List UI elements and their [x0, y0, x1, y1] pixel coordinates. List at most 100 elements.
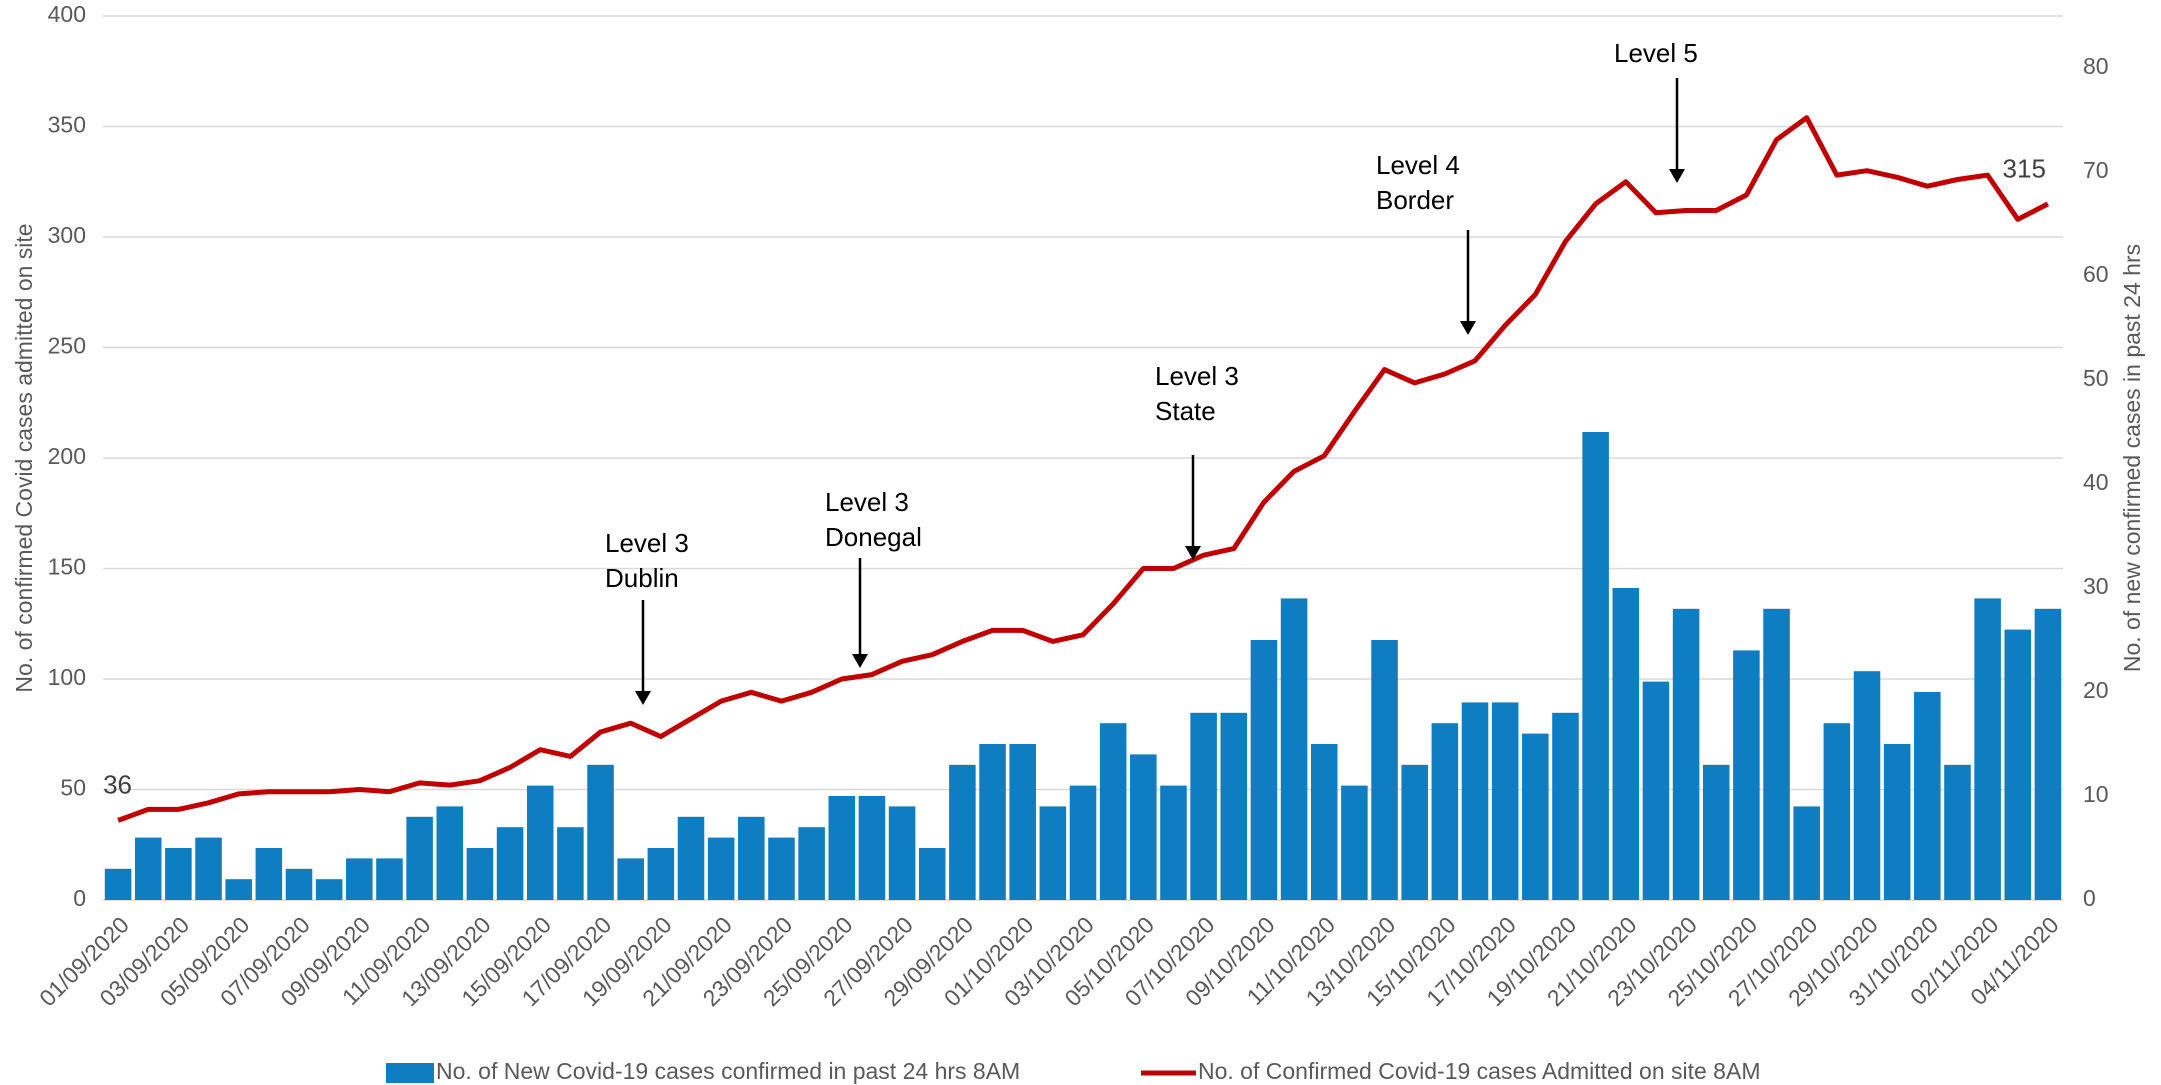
y-tick-label: 200	[48, 443, 86, 469]
bar	[466, 848, 494, 900]
bar	[1160, 785, 1187, 900]
bar	[1823, 723, 1851, 900]
annotation-arrowhead	[635, 691, 651, 705]
bar	[1612, 588, 1640, 900]
bar	[195, 837, 222, 900]
bar	[1793, 806, 1820, 900]
y2-tick-label: 70	[2083, 157, 2109, 183]
bar	[1552, 712, 1579, 900]
bar	[828, 796, 856, 900]
bar	[768, 837, 795, 900]
data-label: 36	[103, 769, 132, 799]
annotation: Level 4	[1376, 150, 1460, 180]
bar	[376, 858, 403, 900]
annotation: Border	[1376, 185, 1454, 215]
bar	[1974, 598, 2001, 900]
bar	[888, 806, 916, 900]
bar	[104, 868, 132, 900]
data-label: 315	[2003, 154, 2046, 184]
y-tick-label: 300	[48, 222, 86, 248]
bar	[496, 827, 524, 900]
bar	[285, 868, 313, 900]
bar	[1522, 733, 1549, 900]
bar	[1733, 650, 1760, 900]
bar	[979, 744, 1006, 900]
bar	[526, 785, 554, 900]
bar	[315, 879, 343, 900]
bar	[1401, 764, 1428, 900]
y2-tick-label: 20	[2083, 677, 2109, 703]
y2-axis-title: No. of new confirmed cases in past 24 hr…	[2119, 244, 2145, 672]
y-tick-label: 100	[48, 664, 86, 690]
y2-tick-label: 50	[2083, 365, 2109, 391]
bar	[165, 848, 192, 900]
line	[117, 115, 2050, 823]
y-tick-label: 350	[48, 112, 86, 138]
bar	[1039, 806, 1067, 900]
annotation: State	[1155, 396, 1216, 426]
y2-tick-label: 30	[2083, 573, 2109, 599]
bar	[647, 848, 675, 900]
annotation-arrowhead	[1185, 546, 1201, 560]
bar	[1130, 754, 1157, 900]
bar	[707, 837, 735, 900]
y-axis-title: No. of confirmed Covid cases admitted on…	[11, 223, 37, 692]
bar	[617, 858, 644, 900]
bar	[1491, 702, 1519, 900]
bar	[557, 827, 584, 900]
annotation: Level 3	[605, 528, 689, 558]
bar	[1220, 712, 1248, 900]
bar	[1763, 608, 1790, 900]
y2-tick-label: 60	[2083, 261, 2109, 287]
annotation-arrowhead	[1460, 321, 1476, 335]
bar	[1069, 785, 1097, 900]
y2-tick-label: 80	[2083, 53, 2109, 79]
bar	[1883, 744, 1911, 900]
bar	[1702, 764, 1730, 900]
annotation: Level 3	[1155, 361, 1239, 391]
bar	[134, 837, 162, 900]
bar	[436, 806, 464, 900]
bar	[2004, 629, 2032, 900]
legend-swatch	[386, 1063, 434, 1083]
bar	[1672, 608, 1700, 900]
annotation: Level 5	[1614, 38, 1698, 68]
bar	[1582, 432, 1609, 900]
bar	[1431, 723, 1459, 900]
bar	[1914, 692, 1941, 900]
annotation: Donegal	[825, 522, 922, 552]
annotation-arrowhead	[852, 654, 868, 668]
bar	[1250, 640, 1278, 900]
y-tick-label: 50	[60, 775, 86, 801]
bar	[1371, 640, 1398, 900]
y2-tick-label: 0	[2083, 885, 2096, 911]
bar	[798, 827, 825, 900]
y-tick-label: 400	[48, 1, 86, 27]
bar	[587, 764, 614, 900]
bar	[677, 816, 705, 900]
bar	[255, 848, 283, 900]
y2-tick-label: 10	[2083, 781, 2109, 807]
annotation: Level 3	[825, 487, 909, 517]
bar	[1341, 785, 1368, 900]
bar	[1642, 681, 1670, 900]
bar	[858, 796, 886, 900]
bar	[1280, 598, 1308, 900]
bar	[949, 764, 976, 900]
bar	[1009, 744, 1036, 900]
y-tick-label: 250	[48, 333, 86, 359]
bar	[225, 879, 252, 900]
bar	[918, 848, 946, 900]
bar	[1853, 671, 1881, 900]
y2-tick-label: 40	[2083, 469, 2109, 495]
legend-label: No. of Confirmed Covid-19 cases Admitted…	[1198, 1058, 1760, 1084]
y-tick-label: 0	[73, 885, 86, 911]
bar	[1944, 764, 1971, 900]
bar	[346, 858, 373, 900]
bar	[1310, 744, 1338, 900]
bar	[2034, 608, 2062, 900]
legend-label: No. of New Covid-19 cases confirmed in p…	[436, 1058, 1020, 1084]
bar	[1461, 702, 1489, 900]
bar	[406, 816, 433, 900]
